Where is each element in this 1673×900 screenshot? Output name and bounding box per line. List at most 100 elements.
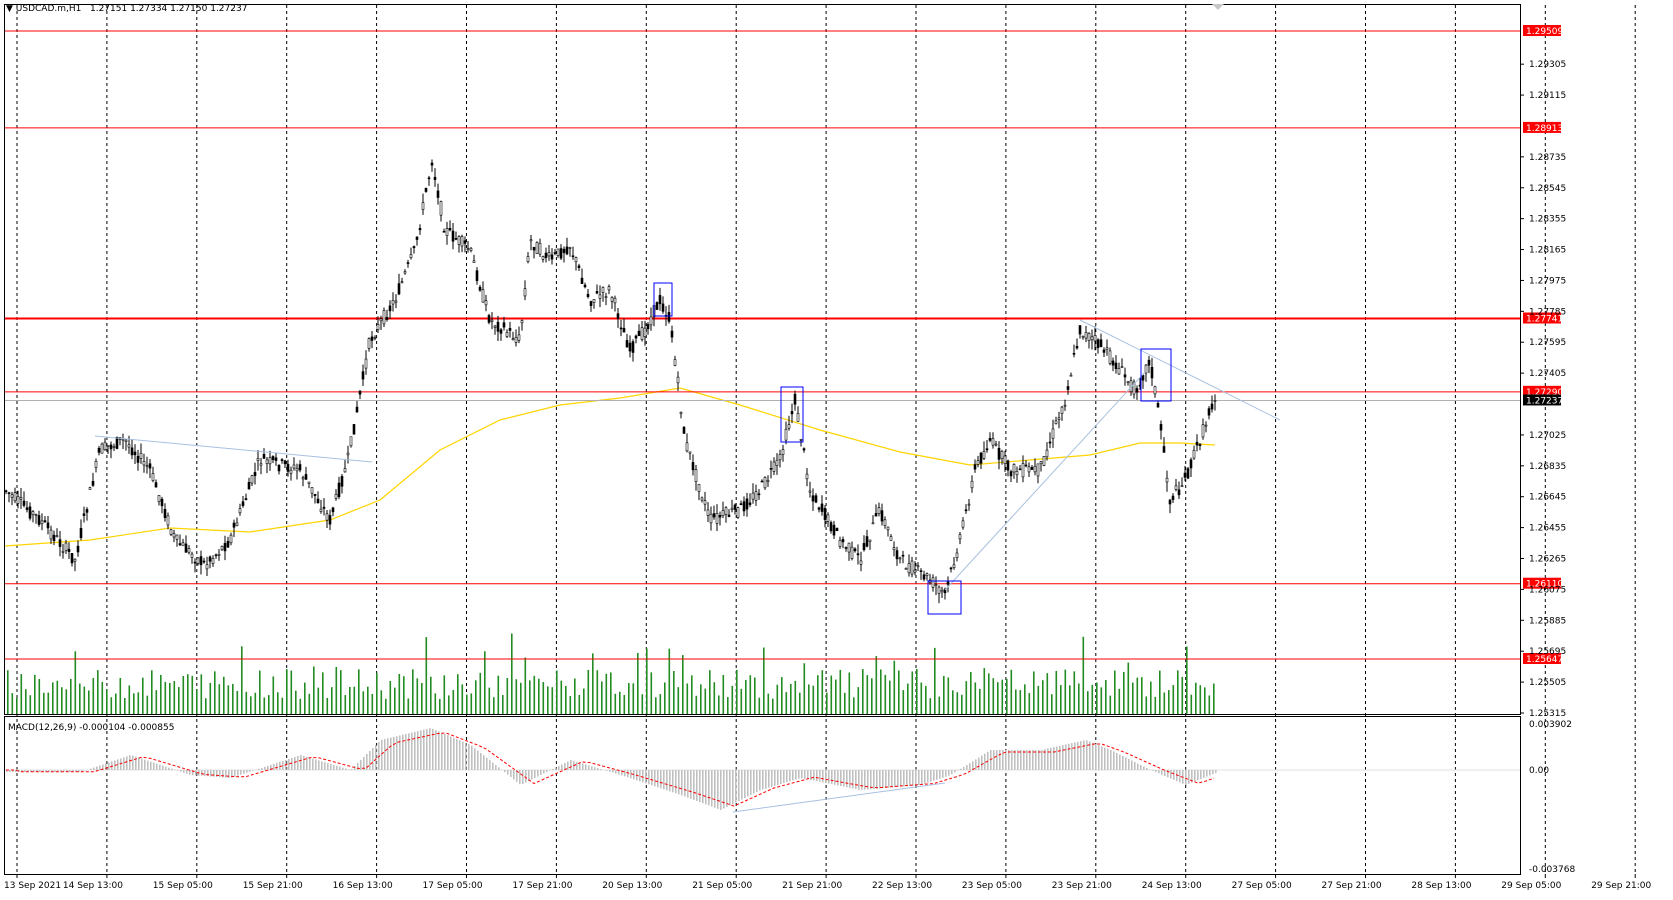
- macd-hist-bar: [537, 770, 539, 777]
- macd-hist-bar: [777, 770, 779, 785]
- candle-body: [224, 543, 226, 551]
- candle-body: [230, 535, 232, 543]
- macd-hist-bar: [1107, 749, 1109, 770]
- volume-bar: [219, 684, 221, 714]
- macd-hist-bar: [930, 770, 932, 782]
- volume-bar: [727, 697, 729, 714]
- candle-body: [1013, 465, 1015, 472]
- candle-body: [761, 481, 763, 482]
- macd-hist-bar: [510, 770, 512, 777]
- volume-bar: [174, 681, 176, 714]
- macd-hist-bar: [546, 770, 548, 772]
- candle-body: [938, 587, 940, 593]
- macd-hist-bar: [213, 770, 215, 777]
- trendline[interactable]: [945, 372, 1145, 590]
- volume-bar: [894, 661, 896, 714]
- volume-bar: [1182, 677, 1184, 714]
- horizontal-levels[interactable]: 1.295091.289131.277411.272901.261101.256…: [5, 25, 1563, 665]
- price-label: 1.26075: [1529, 585, 1566, 595]
- macd-hist-bar: [471, 746, 473, 770]
- macd-hist-bar: [390, 738, 392, 770]
- macd-hist-bar: [882, 770, 884, 788]
- volume-bar: [462, 684, 464, 714]
- macd-hist-bar: [585, 765, 587, 771]
- macd-hist-bar: [345, 769, 347, 771]
- volume-bar: [1123, 672, 1125, 714]
- menu-arrow-icon[interactable]: ▼: [6, 4, 13, 14]
- price-label: 1.27785: [1529, 307, 1566, 317]
- candle-body: [1034, 466, 1036, 472]
- volume-bar: [327, 698, 329, 714]
- volume-bar: [849, 673, 851, 714]
- candle-body: [806, 474, 808, 479]
- candle-body: [143, 461, 145, 465]
- macd-hist-bar: [957, 770, 959, 771]
- macd-hist-bar: [936, 770, 938, 780]
- candle-body: [5, 491, 7, 492]
- macd-hist-bar: [1122, 756, 1124, 770]
- price-label: 1.25505: [1529, 678, 1566, 688]
- macd-hist-bar: [558, 766, 560, 770]
- macd-hist-bar: [792, 770, 794, 780]
- candle-body: [341, 476, 343, 486]
- volume-bar: [286, 669, 288, 714]
- candle-body: [194, 562, 196, 563]
- time-label: 27 Sep 21:00: [1322, 881, 1382, 891]
- candle-body: [329, 515, 331, 524]
- candle-body: [836, 528, 838, 531]
- chart-shift-marker-icon[interactable]: [1212, 4, 1224, 10]
- price-label: 1.29305: [1529, 60, 1566, 70]
- macd-hist-bar: [138, 758, 140, 770]
- main-panel-frame: [5, 5, 1521, 715]
- candle-body: [680, 412, 682, 413]
- candle-body: [956, 553, 958, 558]
- volume-bar: [475, 680, 477, 714]
- candle-body: [518, 335, 520, 340]
- macd-hist-bar: [552, 769, 554, 770]
- candle-body: [812, 496, 814, 501]
- macd-hist-bar: [189, 770, 191, 775]
- volume-bar: [129, 685, 131, 714]
- macd-hist-bar: [660, 770, 662, 788]
- volume-bar: [817, 675, 819, 714]
- macd-hist-bar: [807, 770, 809, 779]
- candle-body: [281, 460, 283, 461]
- volume-bar: [592, 653, 594, 714]
- volume-bar: [57, 681, 59, 714]
- macd-hist-bar: [375, 745, 377, 770]
- candle-body: [533, 247, 535, 250]
- volume-bar: [448, 695, 450, 714]
- macd-hist-bar: [876, 770, 878, 789]
- volume-bars: [7, 634, 1215, 714]
- volume-bar: [1137, 678, 1139, 714]
- trendline[interactable]: [1080, 320, 1280, 420]
- macd-hist-bar: [1008, 750, 1010, 770]
- candle-body: [59, 540, 61, 547]
- volume-bar: [1056, 671, 1058, 714]
- candle-body: [794, 394, 796, 404]
- macd-hist-bar: [858, 770, 860, 790]
- macd-hist-bar: [372, 748, 374, 770]
- volume-bar: [1096, 683, 1098, 714]
- volume-bar: [1159, 671, 1161, 714]
- volume-bar: [1150, 682, 1152, 714]
- macd-hist-bar: [555, 768, 557, 771]
- macd-hist-bar: [1098, 745, 1100, 770]
- volume-bar: [1141, 677, 1143, 714]
- macd-hist-bar: [393, 737, 395, 770]
- macd-hist-bar: [456, 739, 458, 770]
- macd-hist-bar: [705, 770, 707, 804]
- volume-bar: [597, 670, 599, 714]
- candle-body: [188, 549, 190, 553]
- candle-body: [815, 496, 817, 502]
- candle-body: [977, 461, 979, 465]
- volume-bar: [781, 677, 783, 714]
- candle-body: [941, 590, 943, 591]
- candle-body: [821, 504, 823, 512]
- trendline[interactable]: [95, 436, 372, 462]
- macd-trendline[interactable]: [733, 783, 945, 812]
- candle-body: [350, 437, 352, 446]
- macd-hist-bar: [486, 758, 488, 770]
